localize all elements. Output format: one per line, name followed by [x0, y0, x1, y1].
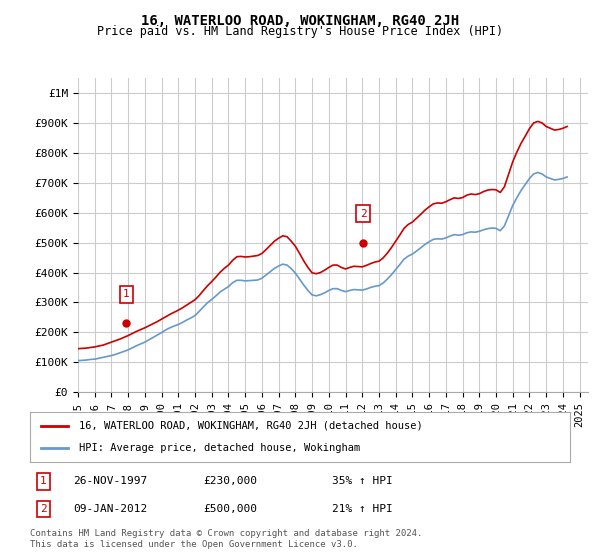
- Text: HPI: Average price, detached house, Wokingham: HPI: Average price, detached house, Woki…: [79, 443, 360, 453]
- Text: 1: 1: [40, 476, 47, 486]
- Text: 1: 1: [123, 290, 130, 300]
- Text: 2: 2: [360, 209, 367, 219]
- Text: 16, WATERLOO ROAD, WOKINGHAM, RG40 2JH: 16, WATERLOO ROAD, WOKINGHAM, RG40 2JH: [141, 14, 459, 28]
- Text: 2: 2: [40, 504, 47, 514]
- Text: Contains HM Land Registry data © Crown copyright and database right 2024.
This d: Contains HM Land Registry data © Crown c…: [30, 529, 422, 549]
- Text: £500,000: £500,000: [203, 504, 257, 514]
- Text: Price paid vs. HM Land Registry's House Price Index (HPI): Price paid vs. HM Land Registry's House …: [97, 25, 503, 38]
- Text: £230,000: £230,000: [203, 476, 257, 486]
- Text: 16, WATERLOO ROAD, WOKINGHAM, RG40 2JH (detached house): 16, WATERLOO ROAD, WOKINGHAM, RG40 2JH (…: [79, 421, 422, 431]
- Text: 21% ↑ HPI: 21% ↑ HPI: [332, 504, 393, 514]
- Text: 09-JAN-2012: 09-JAN-2012: [73, 504, 148, 514]
- Text: 35% ↑ HPI: 35% ↑ HPI: [332, 476, 393, 486]
- Text: 26-NOV-1997: 26-NOV-1997: [73, 476, 148, 486]
